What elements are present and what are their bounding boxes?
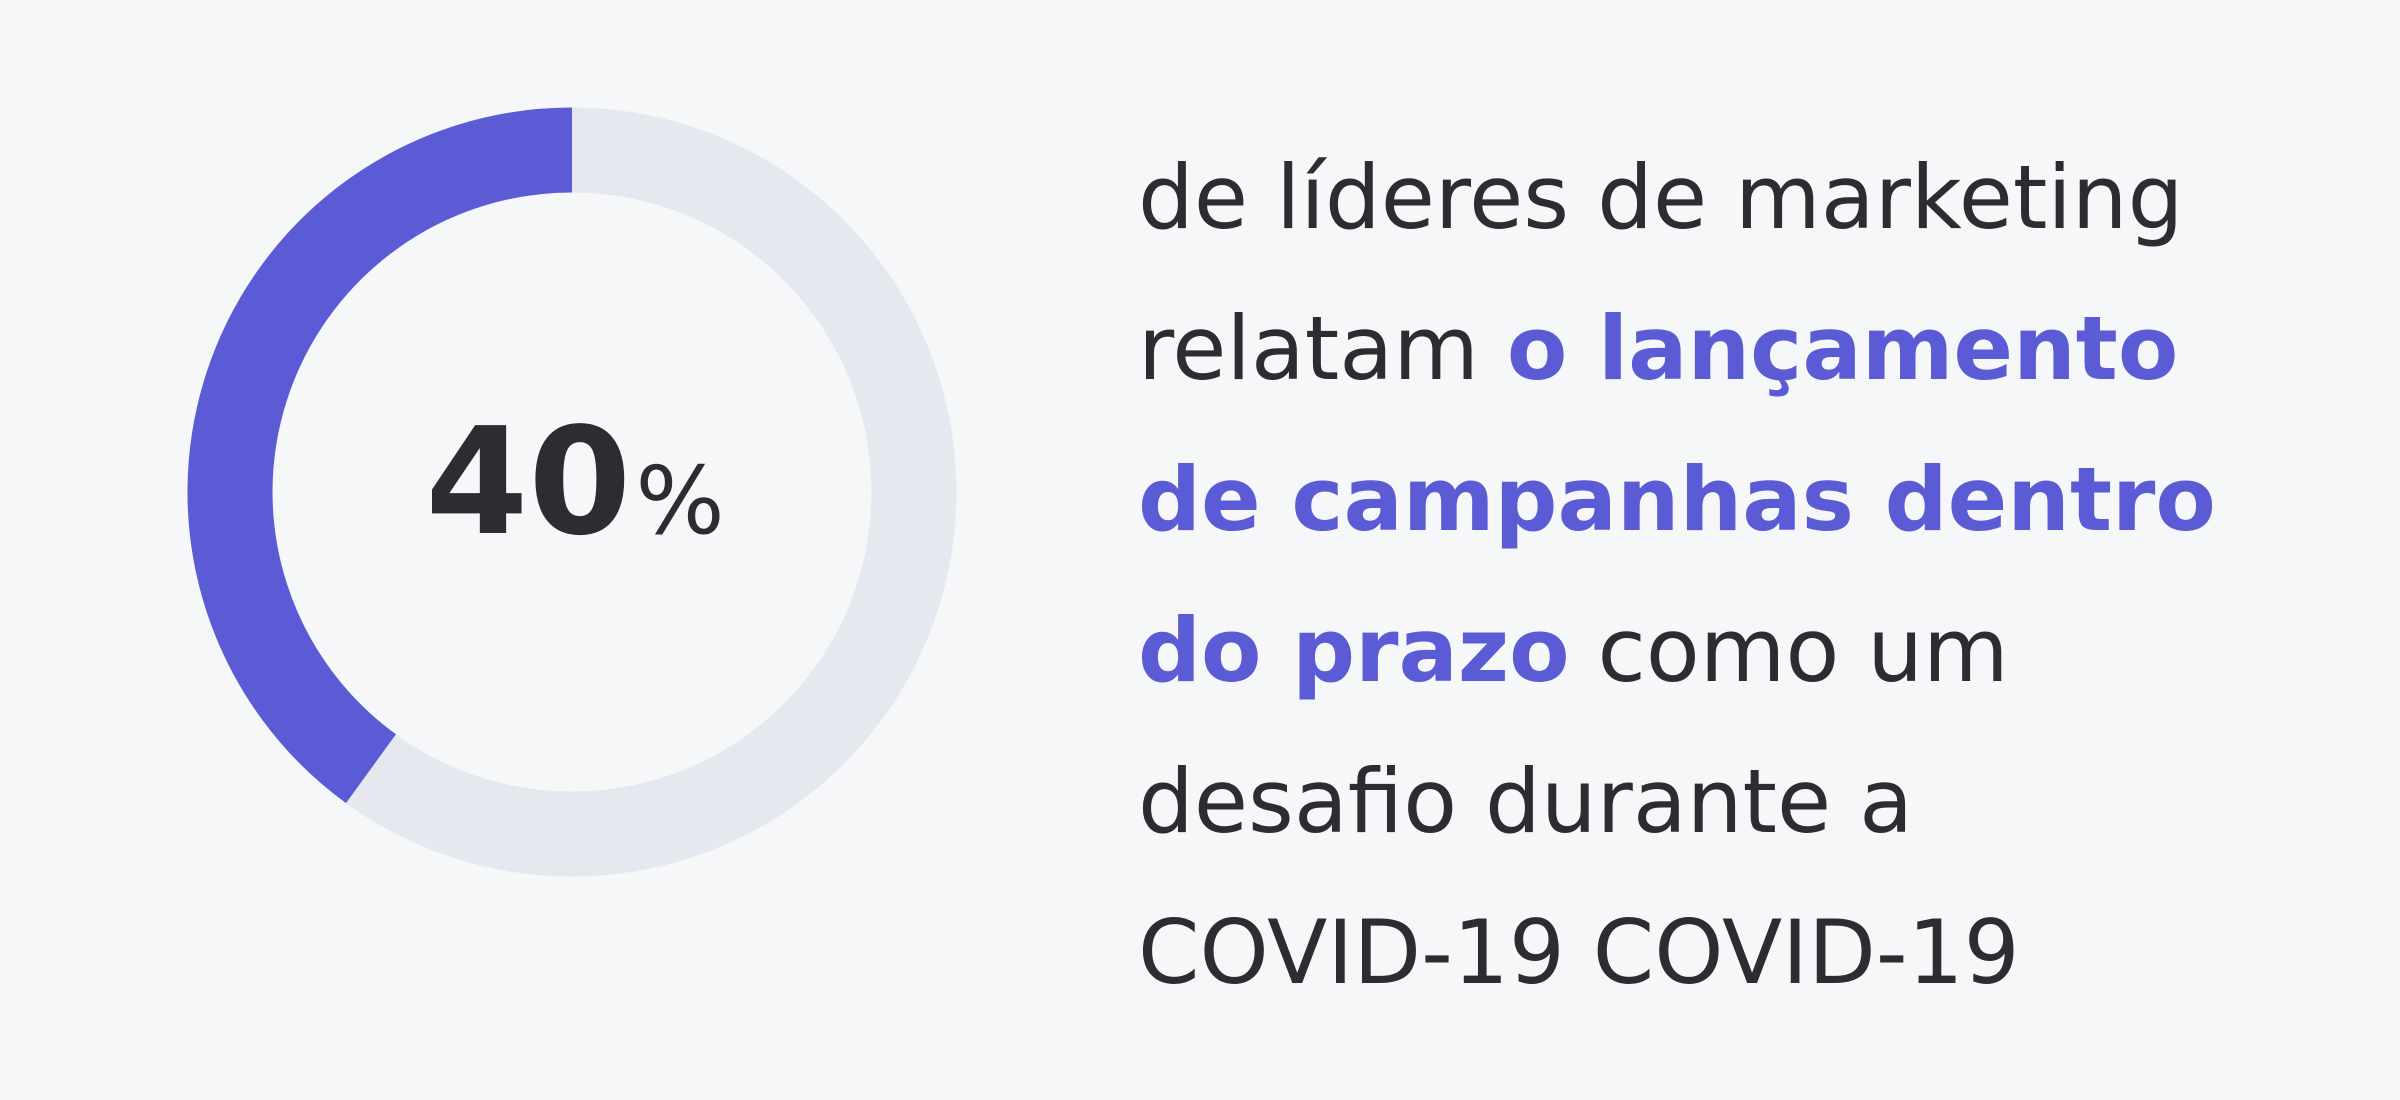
statement-line: COVID-19 COVID-19 (1138, 877, 2378, 1028)
donut-chart: 40% (187, 107, 957, 877)
statement-line: desafio durante a (1138, 726, 2378, 877)
center-percent-unit: % (635, 447, 724, 556)
statement-line: relatam o lançamento (1138, 273, 2378, 424)
statement-line: do prazo como um (1138, 575, 2378, 726)
statement-highlight: o lançamento (1506, 297, 2179, 400)
statement-segment: COVID-19 COVID-19 (1138, 901, 2020, 1004)
donut-value-arc (187, 107, 573, 804)
center-percent-label: 40% (425, 396, 724, 568)
statement-segment: de líderes de marketing (1138, 146, 2184, 249)
statement-highlight: do prazo (1138, 599, 1570, 702)
statement-segment: desafio durante a (1138, 750, 1914, 853)
statement-segment: como um (1569, 599, 2009, 702)
statistic-description: de líderes de marketing relatam o lançame… (1138, 122, 2378, 1028)
statement-line: de campanhas dentro (1138, 424, 2378, 575)
statement-line: de líderes de marketing (1138, 122, 2378, 273)
statement-highlight: de campanhas dentro (1138, 448, 2216, 551)
statement-segment: relatam (1138, 297, 1507, 400)
center-percent-number: 40 (425, 396, 631, 568)
